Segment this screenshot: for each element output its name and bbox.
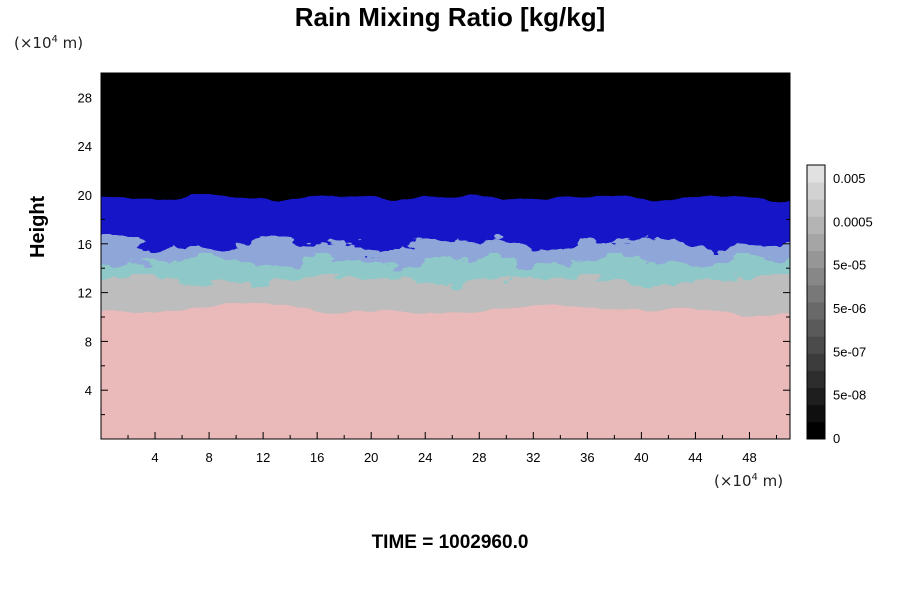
colorbar: 0.005 0.0005 5e-05 5e-06 5e-07 5e-08 0 [806, 164, 873, 446]
x-tick-label: 20 [364, 450, 378, 465]
x-tick-label: 8 [205, 450, 212, 465]
time-label: TIME = 1002960.0 [371, 532, 529, 553]
field-pink [101, 303, 790, 439]
colorbar-swatch [807, 182, 825, 200]
colorbar-swatch [807, 199, 825, 217]
colorbar-swatch [807, 336, 825, 354]
y-tick-label: 4 [85, 383, 92, 398]
x-tick-label: 28 [472, 450, 486, 465]
x-tick-label: 4 [151, 450, 158, 465]
colorbar-label: 5e-05 [833, 258, 866, 273]
colorbar-swatch [807, 404, 825, 423]
plot-area [101, 73, 790, 439]
colorbar-swatch [807, 319, 825, 337]
colorbar-swatch [807, 370, 825, 389]
x-tick-label: 24 [418, 450, 432, 465]
y-tick-label: 12 [78, 286, 92, 301]
plot-frame [100, 72, 791, 440]
x-axis: 4 8 12 16 20 24 28 32 36 40 44 48 [127, 73, 777, 465]
x-tick-label: 44 [688, 450, 702, 465]
colorbar-label: 5e-07 [833, 344, 866, 359]
y-tick-label: 24 [78, 139, 92, 154]
colorbar-label: 5e-08 [833, 388, 866, 403]
x-tick-label: 12 [256, 450, 270, 465]
colorbar-swatch [807, 387, 825, 406]
colorbar-swatch [807, 165, 825, 183]
colorbar-label: 0 [833, 431, 840, 446]
y-axis-unit: (×104 m) [14, 34, 84, 52]
colorbar-swatch [807, 302, 825, 320]
x-tick-label: 40 [634, 450, 648, 465]
colorbar-label: 0.0005 [833, 214, 873, 229]
x-tick-label: 32 [526, 450, 540, 465]
colorbar-swatch [807, 353, 825, 371]
y-tick-label: 16 [78, 237, 92, 252]
y-tick-label: 20 [78, 188, 92, 203]
x-tick-label: 36 [580, 450, 594, 465]
y-tick-label: 28 [78, 90, 92, 105]
colorbar-swatch [807, 267, 825, 286]
colorbar-swatch [807, 250, 825, 269]
x-tick-label: 16 [310, 450, 324, 465]
x-tick-label: 48 [742, 450, 756, 465]
colorbar-swatch [807, 233, 825, 252]
x-axis-unit: (×104 m) [714, 472, 784, 490]
y-tick-label: 8 [85, 334, 92, 349]
colorbar-swatch [807, 421, 825, 440]
chart-title: Rain Mixing Ratio [kg/kg] [294, 2, 606, 32]
colorbar-swatch [807, 284, 825, 303]
colorbar-label: 5e-06 [833, 301, 866, 316]
y-axis: 4 8 12 16 20 24 28 [78, 90, 790, 416]
colorbar-label: 0.005 [833, 171, 866, 186]
colorbar-frame [806, 164, 826, 440]
colorbar-swatch [807, 216, 825, 234]
